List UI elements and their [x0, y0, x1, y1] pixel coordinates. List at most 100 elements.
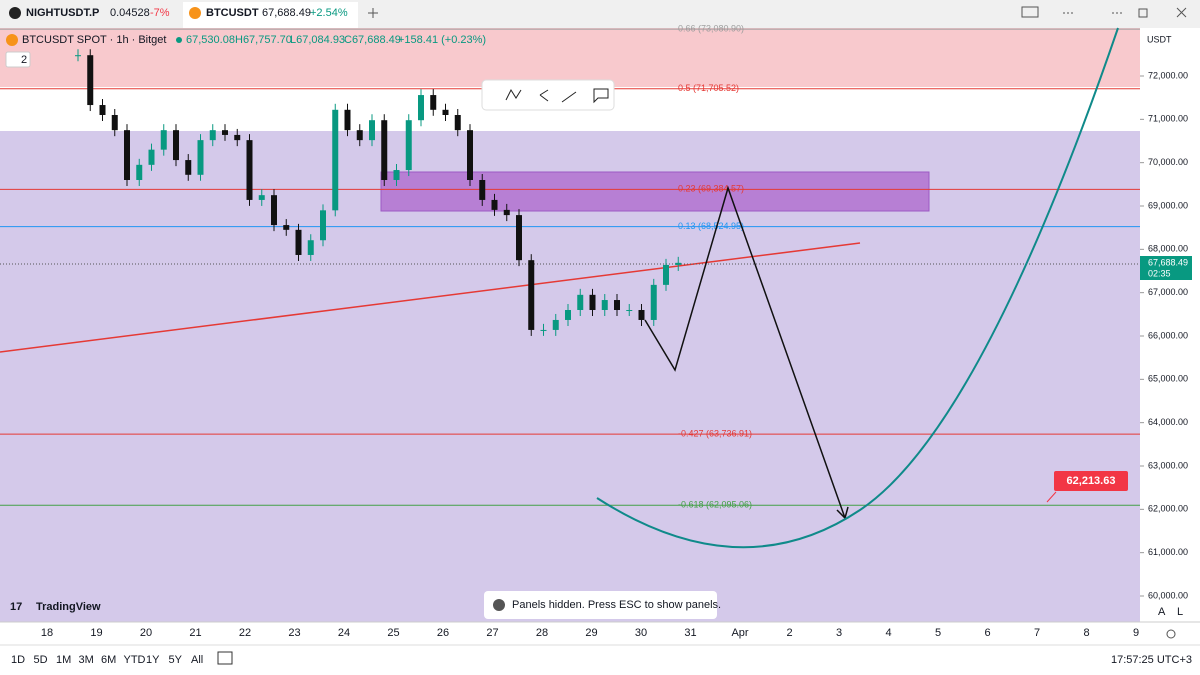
candle — [589, 294, 596, 310]
time-label: 25 — [387, 627, 399, 639]
time-label: 8 — [1083, 627, 1089, 639]
fib-label: 0.13 (68,524.95) — [678, 221, 744, 231]
range-button[interactable]: 5D — [34, 654, 48, 666]
candle — [295, 229, 302, 255]
range-button[interactable]: 1D — [11, 654, 25, 666]
price-tick-label: 72,000.00 — [1148, 70, 1188, 80]
candle — [577, 294, 584, 310]
candle — [393, 170, 400, 180]
price-tick-label: 64,000.00 — [1148, 417, 1188, 427]
candle — [234, 134, 241, 141]
toast-text: Panels hidden. Press ESC to show panels. — [512, 599, 721, 611]
range-button[interactable]: YTD — [124, 654, 146, 666]
range-button[interactable]: 3M — [79, 654, 94, 666]
time-label: 6 — [984, 627, 990, 639]
target-pointer — [1046, 491, 1057, 503]
price-tick-label: 62,000.00 — [1148, 504, 1188, 514]
time-label: 4 — [885, 627, 891, 639]
candle — [160, 130, 167, 150]
time-label: 26 — [437, 627, 449, 639]
price-axis — [1140, 28, 1200, 645]
time-label: 5 — [935, 627, 941, 639]
candle — [173, 130, 179, 161]
time-label: 24 — [338, 627, 350, 639]
tab-price: 0.04528 — [110, 7, 150, 19]
tab-symbol[interactable]: NIGHTUSDT.P — [26, 7, 99, 19]
candle — [99, 105, 106, 115]
time-label: 29 — [585, 627, 597, 639]
candle — [516, 215, 522, 261]
price-tick-label: 66,000.00 — [1148, 330, 1188, 340]
candle — [565, 309, 571, 320]
candle — [369, 120, 375, 141]
candle — [503, 209, 510, 216]
price-tick-label: 65,000.00 — [1148, 374, 1188, 384]
layout-button[interactable] — [1021, 6, 1039, 18]
time-label: 3 — [836, 627, 842, 639]
time-label: 2 — [786, 627, 792, 639]
legend-dot — [176, 37, 182, 43]
candle — [185, 160, 192, 175]
time-label: 9 — [1133, 627, 1139, 639]
time-label: 31 — [684, 627, 696, 639]
price-tick-label: 70,000.00 — [1148, 157, 1188, 167]
candle — [601, 300, 608, 310]
price-tick-label: 68,000.00 — [1148, 244, 1188, 254]
time-label: 27 — [486, 627, 498, 639]
toast — [484, 591, 717, 619]
legend-title: BTCUSDT SPOT · 1h · Bitget — [22, 34, 166, 46]
indicator-toggle[interactable] — [5, 51, 31, 68]
price-tick-label: 63,000.00 — [1148, 460, 1188, 470]
legend-close: C67,688.49 — [344, 34, 401, 46]
price-tick-label: 67,000.00 — [1148, 287, 1188, 297]
fib-label: -0.427 (63,736.91) — [678, 428, 752, 438]
candle — [491, 199, 498, 210]
price-tick-label: 71,000.00 — [1148, 114, 1188, 124]
close[interactable] — [1176, 7, 1187, 18]
target-badge — [1054, 471, 1128, 491]
brand-logo: 17 — [10, 601, 22, 613]
candle — [675, 262, 682, 265]
currency: USDT — [1147, 34, 1172, 44]
projection-path — [644, 185, 846, 519]
active-tab[interactable] — [183, 2, 358, 28]
plot-area — [0, 28, 1140, 622]
date-picker[interactable] — [217, 651, 233, 665]
candle — [442, 109, 449, 115]
tab-icon — [9, 7, 21, 19]
tab-symbol[interactable]: BTCUSDT — [206, 7, 259, 19]
tab-change: +2.54% — [310, 7, 348, 19]
tab-bar — [0, 0, 1200, 28]
fib-label: 0.66 (73,080.90) — [678, 24, 744, 34]
indicator-count[interactable]: 2 — [21, 54, 27, 66]
candle — [454, 114, 461, 131]
countdown: 02:35 — [1148, 268, 1171, 278]
scale-log[interactable]: L — [1177, 606, 1183, 618]
candle — [222, 130, 228, 135]
info-icon — [493, 599, 505, 611]
axis-settings[interactable] — [1166, 629, 1176, 639]
scale-auto[interactable]: A — [1158, 606, 1166, 618]
range-button[interactable]: 6M — [101, 654, 116, 666]
maximize[interactable] — [1138, 8, 1148, 18]
candle — [638, 309, 645, 320]
candle — [356, 130, 363, 141]
candle — [124, 130, 130, 180]
time-label: 18 — [41, 627, 53, 639]
tab-change: -7% — [150, 7, 170, 19]
candle — [283, 225, 290, 230]
price-tick-label: 60,000.00 — [1148, 590, 1188, 600]
new-tab[interactable] — [368, 8, 378, 18]
range-button[interactable]: All — [191, 654, 203, 666]
fib-label: -0.618 (62,095.06) — [678, 500, 752, 510]
fib-label: 0.23 (69,384.57) — [678, 184, 744, 194]
range-button[interactable]: 1M — [56, 654, 71, 666]
range-button[interactable]: 1Y — [146, 654, 160, 666]
candle — [552, 319, 559, 330]
candle — [405, 120, 412, 171]
time-label: 7 — [1034, 627, 1040, 639]
legend-low: L67,084.93 — [290, 34, 345, 46]
range-button[interactable]: 5Y — [169, 654, 183, 666]
toolbar-icons[interactable] — [505, 88, 609, 104]
